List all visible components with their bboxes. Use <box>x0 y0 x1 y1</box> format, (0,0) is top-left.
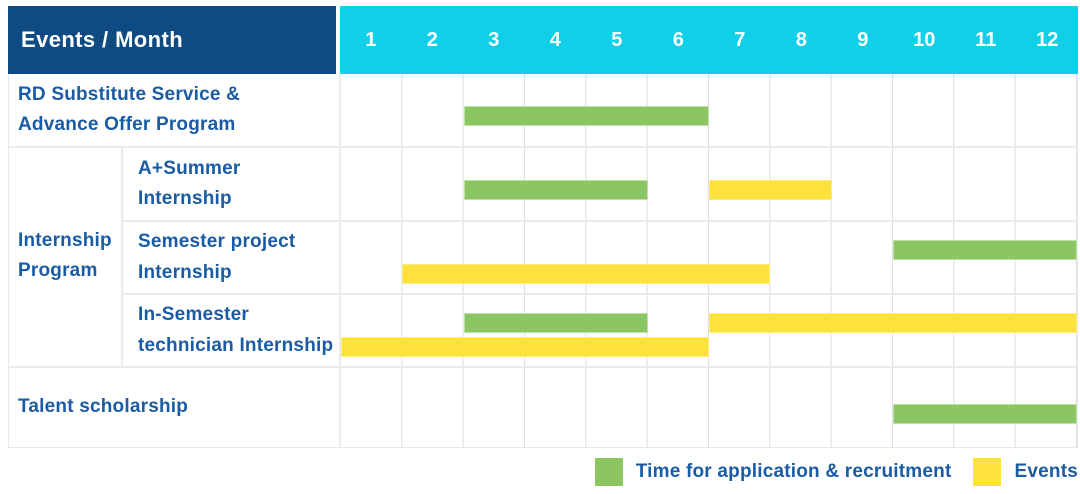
row-grid-in-semester-technician-internship <box>341 293 1077 366</box>
table-row-talent-scholarship: Talent scholarship <box>9 366 1077 447</box>
gantt-bar-yellow-in-semester-technician-internship-m1-m6 <box>341 336 709 357</box>
legend-swatch-yellow-icon <box>973 458 1002 486</box>
gantt-bar-green-talent-scholarship-m10-m12 <box>893 403 1077 424</box>
gantt-bar-yellow-semester-project-internship-m2-m7 <box>402 263 771 284</box>
row-grid-a-plus-summer-internship <box>341 148 1077 220</box>
month-label-8: 8 <box>795 28 807 51</box>
legend-label-application: Time for application & recruitment <box>635 461 952 482</box>
legend-item-events: Events <box>973 458 1078 486</box>
gantt-bar-yellow-in-semester-technician-internship-m7-m12 <box>709 313 1077 334</box>
table-row-semester-project-internship: Semester project Internship <box>9 220 1077 293</box>
row-label-semester-project-internship: Semester project Internship <box>123 220 341 293</box>
table-body: RD Substitute Service & Advance Offer Pr… <box>8 74 1078 448</box>
month-label-3: 3 <box>488 28 500 51</box>
table-row-in-semester-technician-internship: In-Semester technician Internship <box>9 293 1077 366</box>
gantt-bar-green-rd-substitute-advance-offer-m3-m6 <box>463 106 709 127</box>
gantt-bar-green-a-plus-summer-internship-m3-m5 <box>463 180 648 201</box>
legend-item-application: Time for application & recruitment <box>594 458 952 486</box>
gantt-bar-green-in-semester-technician-internship-m3-m5 <box>463 313 648 334</box>
row-label-talent-scholarship: Talent scholarship <box>9 368 341 447</box>
header-corner-label: Events / Month <box>8 6 340 74</box>
events-month-table: Events / Month 1 2 3 4 5 6 7 8 9 10 11 12 RD Substi… <box>8 6 1078 448</box>
legend-swatch-green-icon <box>594 458 623 486</box>
gantt-bar-yellow-a-plus-summer-internship-m7-m8 <box>709 180 832 201</box>
gantt-bar-green-semester-project-internship-m10-m12 <box>893 240 1077 261</box>
month-label-7: 7 <box>734 28 746 51</box>
legend-label-events: Events <box>1014 461 1078 482</box>
month-label-12: 12 <box>1036 28 1059 51</box>
table-row-a-plus-summer-internship: A+Summer Internship <box>9 146 1077 220</box>
table-row-rd-substitute-advance-offer: RD Substitute Service & Advance Offer Pr… <box>9 74 1077 146</box>
month-label-10: 10 <box>913 28 936 51</box>
month-label-6: 6 <box>672 28 684 51</box>
legend: Time for application & recruitment Event… <box>594 458 1078 486</box>
row-label-a-plus-summer-internship: A+Summer Internship <box>123 148 341 220</box>
row-grid-semester-project-internship <box>341 220 1077 293</box>
row-grid-talent-scholarship <box>341 368 1077 447</box>
row-label-rd-substitute-advance-offer: RD Substitute Service & Advance Offer Pr… <box>9 74 341 146</box>
month-label-11: 11 <box>975 28 997 51</box>
month-header-row: 1 2 3 4 5 6 7 8 9 10 11 12 <box>340 6 1078 74</box>
month-label-4: 4 <box>549 28 561 51</box>
month-label-2: 2 <box>426 28 438 51</box>
month-label-9: 9 <box>857 28 869 51</box>
month-label-1: 1 <box>365 28 377 51</box>
table-header: Events / Month 1 2 3 4 5 6 7 8 9 10 11 12 <box>8 6 1078 74</box>
row-label-in-semester-technician-internship: In-Semester technician Internship <box>123 293 341 366</box>
month-label-5: 5 <box>611 28 623 51</box>
row-grid-rd-substitute-advance-offer <box>341 74 1077 146</box>
